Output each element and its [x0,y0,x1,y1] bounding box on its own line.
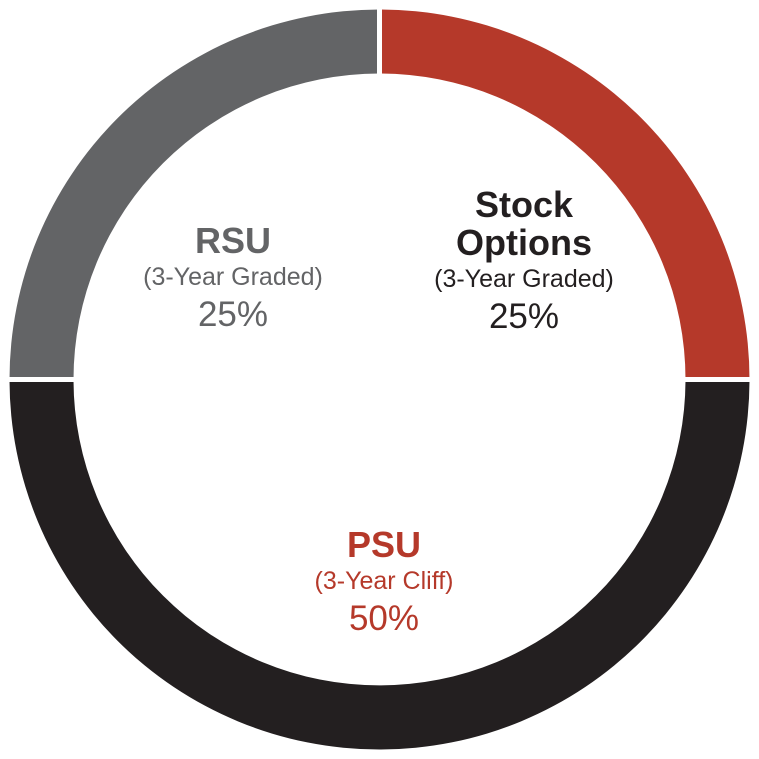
label-psu-value: 50% [348,599,420,638]
label-rsu-subtitle: (3-Year Graded) [143,263,323,291]
label-rsu: RSU (3-Year Graded) 25% [143,222,323,336]
label-psu-name: PSU [346,524,422,565]
label-psu-subtitle: (3-Year Cliff) [314,567,454,595]
label-stock-options-name-line-2: Options [456,222,592,263]
label-stock-options-value: 25% [488,297,560,336]
label-stock-options-subtitle: (3-Year Graded) [434,265,614,293]
slice-stock [379,9,750,380]
label-rsu-name: RSU [194,220,272,261]
label-psu: PSU (3-Year Cliff) 50% [315,526,454,640]
label-stock-options-name-line-1: Stock [474,184,574,225]
slice-rsu [9,9,380,380]
slice-psu [9,379,750,750]
label-rsu-value: 25% [197,295,269,334]
label-stock-options: Stock Options (3-Year Graded) 25% [434,186,614,338]
